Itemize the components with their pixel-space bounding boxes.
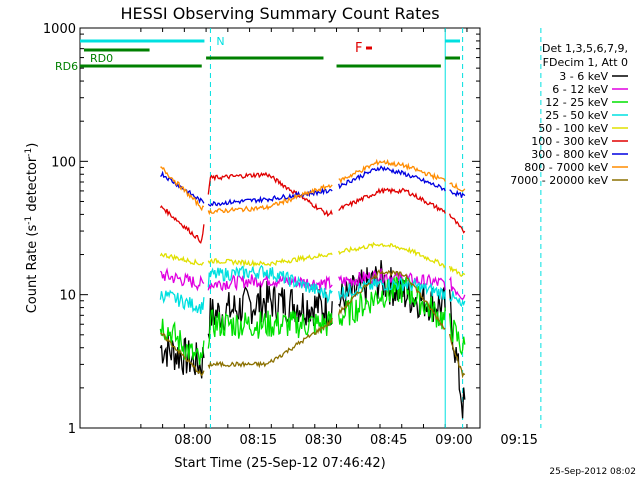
series-line — [448, 313, 466, 356]
attenuator-flags: N RD0 RD6 F — [55, 28, 542, 428]
series-line — [338, 187, 446, 214]
series-line — [207, 183, 333, 216]
footer-date: 25-Sep-2012 08:02 — [549, 467, 636, 477]
y-tick-label: 100 — [51, 155, 76, 170]
y-tick-label: 1 — [68, 422, 76, 437]
x-tick-label: 09:15 — [500, 433, 537, 448]
series-line — [449, 291, 466, 308]
series-line — [449, 189, 466, 198]
legend-entry-label: 6 - 12 keV — [552, 83, 608, 96]
series-lines — [159, 158, 466, 419]
plot-frame — [79, 27, 481, 429]
series-line — [159, 267, 205, 292]
x-tick-label: 08:00 — [174, 433, 211, 448]
legend-entry-label: 800 - 7000 keV — [524, 161, 608, 174]
legend-header-1: Det 1,3,5,6,7,9, — [542, 42, 628, 55]
flag-label-rd0: RD0 — [90, 52, 113, 65]
series-line — [448, 289, 466, 419]
x-tick-label: 08:15 — [240, 433, 277, 448]
x-tick-label: 09:00 — [435, 433, 472, 448]
legend-entry-label: 50 - 100 keV — [538, 122, 608, 135]
series-line — [207, 280, 333, 339]
legend-entry-label: 12 - 25 keV — [545, 96, 608, 109]
series-line — [448, 333, 466, 379]
series-line — [338, 268, 446, 291]
legend-entry-label: 25 - 50 keV — [545, 109, 608, 122]
series-line — [338, 158, 446, 184]
legend: Det 1,3,5,6,7,9, FDecim 1, Att 0 3 - 6 k… — [510, 42, 628, 187]
series-line — [338, 241, 446, 269]
series-line — [207, 272, 333, 292]
series-line — [207, 317, 333, 370]
x-axis-label: Start Time (25-Sep-12 07:46:42) — [174, 456, 385, 471]
legend-entry-label: 100 - 300 keV — [531, 135, 608, 148]
series-line — [159, 289, 205, 314]
x-axis: 08:00 08:15 08:30 08:45 09:00 09:15 — [140, 28, 538, 448]
chart-title: HESSI Observing Summary Count Rates — [120, 4, 439, 23]
flag-label-n: N — [216, 35, 224, 48]
series-line — [207, 252, 333, 268]
flag-label-rd6: RD6 — [55, 60, 78, 73]
series-line — [338, 269, 446, 331]
series-line — [159, 252, 205, 266]
x-tick-label: 08:30 — [305, 433, 342, 448]
legend-entry-label: 300 - 800 keV — [531, 148, 608, 161]
legend-header-2: FDecim 1, Att 0 — [543, 56, 628, 69]
series-line — [449, 182, 466, 192]
series-line — [160, 166, 205, 212]
series-line — [338, 165, 446, 192]
series-line — [160, 332, 205, 377]
legend-entry-label: 7000 - 20000 keV — [510, 174, 608, 187]
x-tick-label: 08:45 — [370, 433, 407, 448]
series-line — [207, 309, 333, 349]
series-line — [207, 187, 333, 207]
series-line — [449, 276, 466, 301]
y-axis: 1 10 100 1000 — [43, 22, 480, 437]
series-line — [159, 318, 205, 366]
series-line — [448, 213, 466, 234]
y-tick-label: 1000 — [43, 22, 76, 37]
series-line — [207, 264, 333, 304]
legend-entry-label: 3 - 6 keV — [559, 70, 608, 83]
series-line — [207, 171, 333, 218]
series-line — [448, 265, 466, 278]
y-tick-label: 10 — [59, 289, 76, 304]
y-axis-label: Count Rate (s-1 detector-1) — [24, 143, 40, 314]
series-line — [159, 205, 205, 244]
flag-label-f: F — [355, 41, 362, 56]
